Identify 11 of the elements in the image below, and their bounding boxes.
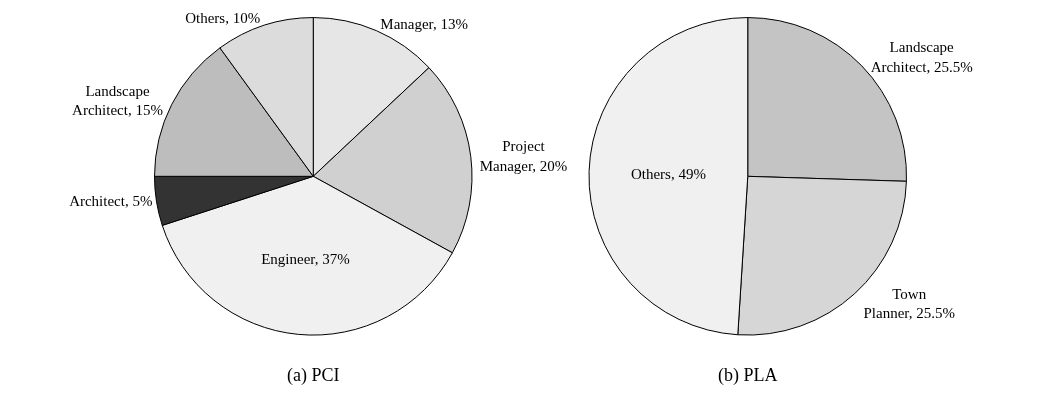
slice-label: Others, 10%	[185, 10, 261, 27]
slice-label: Town Planner, 25.5%	[863, 285, 955, 322]
slice-label: Landscape Architect, 25.5%	[870, 39, 973, 75]
slice-label: Landscape Architect, 15%	[72, 82, 163, 119]
slice-label: Engineer, 37%	[261, 250, 350, 267]
text: (a) PCI	[287, 365, 340, 386]
slice-label: Manager, 13%	[380, 15, 468, 32]
slice-label: Project Manager, 20%	[479, 138, 568, 174]
slice-label: Others, 49%	[630, 165, 706, 182]
slice-label: Architect, 5%	[69, 193, 153, 210]
text: (b) PLA	[718, 365, 778, 386]
